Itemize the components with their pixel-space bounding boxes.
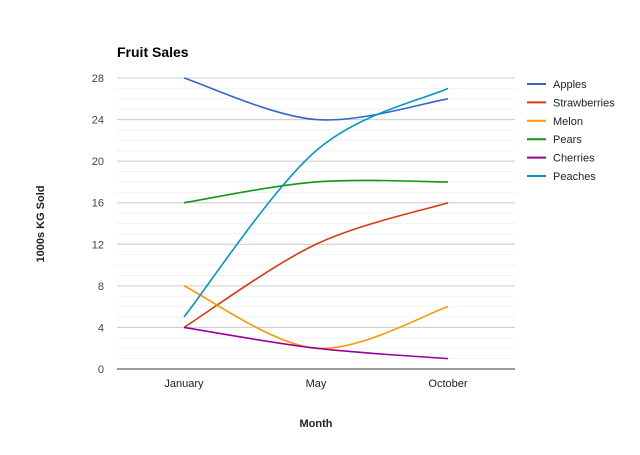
y-tick-label: 4 bbox=[98, 322, 104, 334]
legend-item-pears[interactable]: Pears bbox=[527, 134, 582, 146]
x-axis-title: Month bbox=[300, 418, 333, 430]
y-tick-label: 20 bbox=[92, 156, 104, 168]
series-line-cherries bbox=[184, 327, 448, 358]
y-tick-label: 8 bbox=[98, 281, 104, 293]
y-tick-label: 28 bbox=[92, 73, 104, 85]
y-tick-label: 12 bbox=[92, 239, 104, 251]
x-tick-label: October bbox=[428, 378, 467, 390]
axes: 0 4 8 12 16 20 24 28 January May October bbox=[92, 73, 515, 390]
legend-label: Cherries bbox=[553, 153, 595, 165]
x-tick-label: May bbox=[306, 378, 327, 390]
chart-title: Fruit Sales bbox=[117, 44, 189, 60]
y-tick-label: 0 bbox=[98, 364, 104, 376]
legend-label: Peaches bbox=[553, 171, 596, 183]
legend-item-cherries[interactable]: Cherries bbox=[527, 153, 595, 165]
y-axis-title: 1000s KG Sold bbox=[35, 185, 47, 262]
y-tick-label: 24 bbox=[92, 115, 104, 127]
legend-label: Melon bbox=[553, 116, 583, 128]
legend: Apples Strawberries Melon Pears Cherries Peac… bbox=[527, 79, 615, 183]
legend-label: Strawberries bbox=[553, 97, 615, 109]
legend-item-apples[interactable]: Apples bbox=[527, 79, 587, 91]
legend-item-melon[interactable]: Melon bbox=[527, 116, 583, 128]
legend-item-peaches[interactable]: Peaches bbox=[527, 171, 596, 183]
y-tick-label: 16 bbox=[92, 198, 104, 210]
series-line-pears bbox=[184, 180, 448, 202]
legend-label: Pears bbox=[553, 134, 582, 146]
legend-item-strawberries[interactable]: Strawberries bbox=[527, 97, 615, 109]
legend-label: Apples bbox=[553, 79, 587, 91]
x-tick-label: January bbox=[164, 378, 204, 390]
